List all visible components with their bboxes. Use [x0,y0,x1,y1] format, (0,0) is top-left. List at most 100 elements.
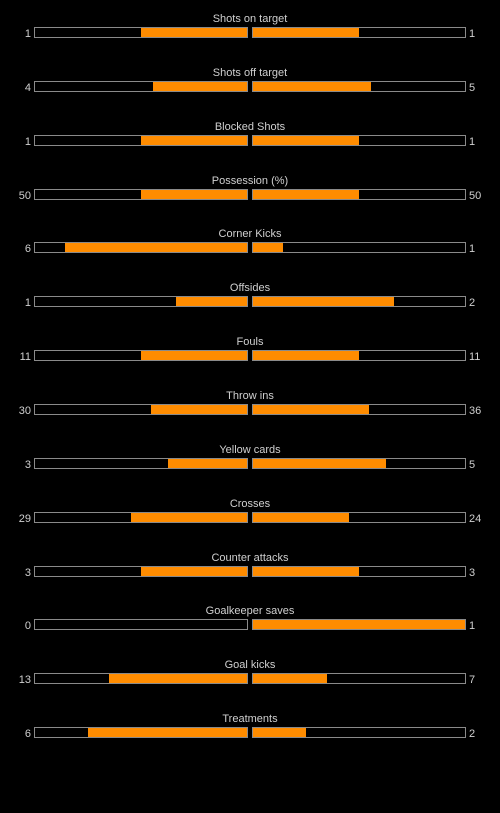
stat-row: Goal kicks 13 7 [0,658,500,702]
home-bar-track [34,727,248,739]
away-bar-track [252,242,466,254]
home-bar-track [34,565,248,577]
home-value: 30 [18,404,31,417]
away-bar-track [252,80,466,92]
away-bar [253,135,359,145]
away-bar [253,243,284,253]
away-bar-track [252,296,466,308]
home-bar-track [34,619,248,631]
stat-label: Counter attacks [211,551,289,564]
away-value: 5 [469,458,476,471]
away-bar [253,81,371,91]
home-value: 1 [24,28,31,40]
stat-row: Corner Kicks 6 1 [0,227,500,271]
home-bar [141,189,247,199]
home-value: 13 [18,674,31,687]
away-bar [253,674,328,684]
stat-row: Shots off target 4 5 [0,66,500,110]
home-value: 3 [24,566,31,579]
home-bar [141,351,247,361]
away-value: 3 [469,566,476,579]
home-bar [141,135,247,145]
away-bar [253,189,359,199]
home-value: 29 [18,512,31,525]
away-bar [253,28,359,37]
home-bar-track [34,242,248,254]
home-bar [88,728,247,738]
stat-label: Throw ins [226,389,274,402]
away-bar [253,728,306,738]
stat-row: Yellow cards 3 5 [0,443,500,487]
home-bar [65,243,247,253]
home-bar [152,81,247,91]
away-value: 1 [469,243,476,256]
away-value: 7 [469,674,476,687]
stat-label: Goal kicks [224,659,276,672]
stat-label: Corner Kicks [218,228,282,241]
home-value: 1 [24,135,31,148]
home-bar-track [34,403,248,415]
stat-label: Crosses [229,497,271,510]
away-bar-track [252,350,466,362]
home-bar-track [34,296,248,308]
home-bar [150,404,247,414]
away-value: 1 [469,135,476,148]
home-value: 6 [24,728,31,741]
stat-row: Treatments 6 2 [0,712,500,756]
away-value: 1 [469,28,476,40]
away-bar [253,512,349,522]
away-bar-track [252,27,466,38]
home-bar-track [34,673,248,685]
away-bar-track [252,511,466,523]
home-bar [141,566,247,576]
away-value: 24 [469,512,482,525]
away-bar [253,351,359,361]
stat-row: Blocked Shots 1 1 [0,120,500,164]
away-value: 11 [469,351,481,364]
home-bar-track [34,188,248,200]
stat-label: Blocked Shots [214,120,286,133]
stat-label: Yellow cards [219,443,281,456]
home-bar [176,297,247,307]
stat-label: Offsides [229,282,271,295]
away-bar [253,297,395,307]
stat-row: Counter attacks 3 3 [0,551,500,595]
away-value: 50 [469,189,482,202]
stat-label: Goalkeeper saves [205,605,295,618]
away-value: 5 [469,81,476,94]
home-bar-track [34,350,248,362]
home-bar-track [34,27,248,38]
away-bar-track [252,188,466,200]
stat-row: Crosses 29 24 [0,497,500,541]
away-bar [253,458,386,468]
away-bar-track [252,727,466,739]
stat-label: Treatments [222,713,278,726]
home-bar-track [34,80,248,92]
home-value: 0 [24,620,31,633]
stat-label: Possession (%) [211,174,289,187]
away-value: 36 [469,404,482,417]
home-bar [109,674,247,684]
home-bar-track [34,134,248,146]
stat-row: Fouls 11 11 [0,335,500,379]
home-value: 4 [24,81,31,94]
stat-row: Offsides 1 2 [0,281,500,325]
home-value: 50 [18,189,31,202]
home-bar [131,512,247,522]
home-value: 11 [19,351,31,364]
away-bar-track [252,619,466,631]
away-value: 2 [469,728,476,741]
away-bar-track [252,565,466,577]
stat-row: Shots on target 1 1 [0,12,500,56]
away-bar-track [252,403,466,415]
home-bar-track [34,457,248,469]
home-bar [141,28,247,37]
home-bar-track [34,511,248,523]
away-value: 1 [469,620,476,633]
away-value: 2 [469,297,476,310]
stat-row: Throw ins 30 36 [0,389,500,433]
away-bar [253,566,359,576]
away-bar-track [252,673,466,685]
home-value: 1 [24,297,31,310]
